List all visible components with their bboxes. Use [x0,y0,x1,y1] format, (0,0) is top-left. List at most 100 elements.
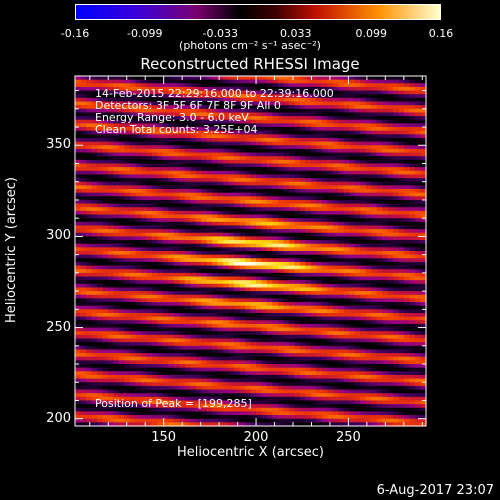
heatmap-cell [409,323,416,329]
heatmap-cell [113,163,120,168]
heatmap-cell [234,309,241,314]
heatmap-cell [343,196,350,201]
heatmap-cell [415,229,422,234]
heatmap-cell [321,119,328,124]
heatmap-cell [288,258,295,263]
heatmap-cell [239,178,246,183]
heatmap-cell [184,254,191,259]
heatmap-cell [239,312,246,318]
heatmap-cell [371,178,378,183]
heatmap-cell [75,116,82,121]
heatmap-cell [107,280,114,285]
heatmap-cell [151,247,158,252]
heatmap-cell [107,283,114,289]
heatmap-cell [223,218,230,223]
heatmap-cell [420,287,427,292]
heatmap-cell [332,192,339,197]
heatmap-cell [173,323,180,329]
heatmap-cell [85,90,93,95]
heatmap-cell [376,302,383,307]
heatmap-cell [283,349,290,354]
heatmap-cell [129,210,136,216]
heatmap-cell [420,221,427,227]
heatmap-cell [272,276,279,281]
heatmap-cell [212,345,219,351]
heatmap-cell [212,127,219,132]
heatmap-cell [245,145,252,150]
heatmap-cell [387,309,394,314]
heatmap-cell [376,309,383,314]
heatmap-cell [376,130,383,135]
heatmap-cell [272,240,279,245]
heatmap-cell [261,323,268,329]
heatmap-cell [420,232,427,238]
heatmap-cell [321,312,328,318]
heatmap-cell [228,316,235,321]
heatmap-cell [415,189,422,194]
heatmap-cell [245,189,252,194]
heatmap-cell [113,221,120,227]
heatmap-cell [173,108,180,114]
heatmap-cell [382,345,389,351]
heatmap-cell [338,302,345,307]
heatmap-cell [393,316,400,321]
heatmap-cell [206,338,213,343]
heatmap-cell [85,148,93,154]
heatmap-cell [234,316,241,321]
heatmap-cell [294,170,301,176]
heatmap-cell [343,152,350,157]
heatmap-cell [113,312,120,318]
heatmap-cell [420,181,427,186]
heatmap-cell [365,258,372,263]
heatmap-cell [393,356,400,361]
heatmap-cell [168,232,175,238]
heatmap-cell [415,258,422,263]
heatmap-cell [316,101,323,106]
heatmap-cell [173,185,180,190]
heatmap-cell [316,170,323,176]
heatmap-cell [184,105,191,110]
heatmap-cell [261,302,268,307]
heatmap-cell [327,112,334,117]
heatmap-cell [102,218,109,223]
heatmap-cell [294,181,301,186]
heatmap-cell [376,349,383,354]
heatmap-cell [234,334,241,340]
heatmap-cell [96,320,104,325]
heatmap-cell [332,112,339,117]
heatmap-cell [360,229,367,234]
heatmap-cell [387,291,394,296]
heatmap-cell [184,94,191,99]
heatmap-cell [321,159,328,165]
heatmap-cell [415,170,422,176]
heatmap-cell [299,159,306,165]
heatmap-cell [245,331,252,336]
heatmap-cell [415,331,422,336]
heatmap-cell [223,119,230,124]
heatmap-cell [316,327,323,332]
heatmap-cell [316,243,323,248]
heatmap-cell [212,338,219,343]
heatmap-cell [382,112,389,117]
heatmap-cell [85,178,93,183]
heatmap-cell [294,258,301,263]
heatmap-cell [146,127,153,132]
heatmap-cell [294,320,301,325]
heatmap-cell [195,94,202,99]
heatmap-cell [195,334,202,340]
heatmap-cell [102,101,109,106]
heatmap-cell [102,189,109,194]
heatmap-cell [261,199,268,205]
heatmap-cell [80,276,87,281]
heatmap-cell [91,127,98,132]
heatmap-cell [157,331,164,336]
heatmap-cell [382,214,389,219]
heatmap-cell [223,225,230,230]
heatmap-cell [277,123,284,128]
heatmap-cell [151,353,158,358]
heatmap-cell [316,119,323,124]
heatmap-cell [371,108,378,114]
heatmap-cell [245,83,252,88]
heatmap-cell [184,291,191,296]
heatmap-cell [393,83,400,88]
